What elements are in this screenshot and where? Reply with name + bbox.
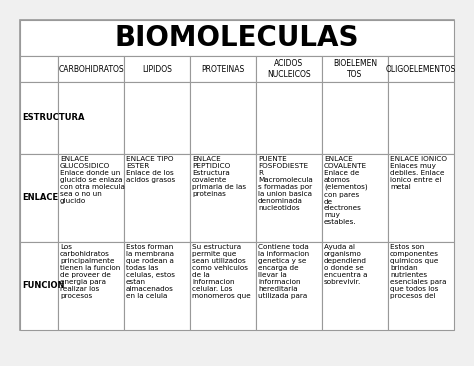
Bar <box>190 82 256 154</box>
Text: LIPIDOS: LIPIDOS <box>142 64 172 74</box>
Bar <box>58 82 124 154</box>
Text: Contiene toda
la informacion
genetica y se
encarga de
llevar la
informacion
here: Contiene toda la informacion genetica y … <box>258 244 309 299</box>
Bar <box>20 20 454 56</box>
Bar <box>124 242 190 330</box>
Bar <box>20 242 58 330</box>
Bar <box>58 56 124 82</box>
Bar <box>58 242 124 330</box>
Text: Su estructura
permite que
sean utilizados
como vehiculos
de la
informacion
celul: Su estructura permite que sean utilizado… <box>192 244 251 299</box>
Bar <box>256 154 322 242</box>
Text: ESTRUCTURA: ESTRUCTURA <box>22 113 84 123</box>
Bar <box>388 154 454 242</box>
Text: BIOMOLECULAS: BIOMOLECULAS <box>115 24 359 52</box>
Bar <box>20 56 58 82</box>
Text: Ayuda al
organismo
dependiend
o donde se
encuentra a
sobrevivir.: Ayuda al organismo dependiend o donde se… <box>324 244 367 285</box>
Bar <box>388 56 454 82</box>
Text: CARBOHIDRATOS: CARBOHIDRATOS <box>58 64 124 74</box>
Text: PROTEINAS: PROTEINAS <box>201 64 245 74</box>
Bar <box>322 154 388 242</box>
Text: ENLACE
COVALENTE
Enlace de
atomos
(elementos)
con pares
de
electrones
muy
establ: ENLACE COVALENTE Enlace de atomos (eleme… <box>324 156 368 225</box>
Text: ENLACE
GLUCOSIDICO
Enlace donde un
glucido se enlaza
con otra molecula
sea o no : ENLACE GLUCOSIDICO Enlace donde un gluci… <box>60 156 125 204</box>
Bar <box>388 242 454 330</box>
Bar <box>190 242 256 330</box>
Text: Los
carbohidratos
principalmente
tienen la funcion
de proveer de
energia para
re: Los carbohidratos principalmente tienen … <box>60 244 120 299</box>
Text: Estos forman
la membrana
que rodean a
todas las
celulas, estos
estan
almacenados: Estos forman la membrana que rodean a to… <box>126 244 175 299</box>
Bar <box>124 82 190 154</box>
Text: ENLACE TIPO
ESTER
Enlace de los
acidos grasos: ENLACE TIPO ESTER Enlace de los acidos g… <box>126 156 175 183</box>
Text: ENLACE: ENLACE <box>22 194 58 202</box>
Text: ENLACE IONICO
Enlaces muy
debiles. Enlace
ionico entre el
metal: ENLACE IONICO Enlaces muy debiles. Enlac… <box>390 156 447 190</box>
Bar <box>322 242 388 330</box>
Text: OLIGOELEMENTOS: OLIGOELEMENTOS <box>386 64 456 74</box>
Bar <box>20 154 58 242</box>
Text: BIOELEMEN
TOS: BIOELEMEN TOS <box>333 59 377 79</box>
Bar <box>190 154 256 242</box>
Bar <box>58 154 124 242</box>
Bar <box>388 82 454 154</box>
Text: PUENTE
FOSFODIESTE
R
Macromolecula
s formadas por
la union basica
denominada
nuc: PUENTE FOSFODIESTE R Macromolecula s for… <box>258 156 313 211</box>
Bar <box>256 82 322 154</box>
Bar <box>322 82 388 154</box>
Text: ACIDOS
NUCLEICOS: ACIDOS NUCLEICOS <box>267 59 311 79</box>
Bar <box>256 242 322 330</box>
Bar <box>256 56 322 82</box>
Bar <box>20 82 58 154</box>
Bar <box>20 20 454 330</box>
Bar <box>190 56 256 82</box>
Bar <box>322 56 388 82</box>
Bar <box>124 56 190 82</box>
Text: ENLACE
PEPTIDICO
Estructura
covalente
primaria de las
proteinas: ENLACE PEPTIDICO Estructura covalente pr… <box>192 156 246 197</box>
Bar <box>124 154 190 242</box>
Text: FUNCION: FUNCION <box>22 281 64 291</box>
Text: Estos son
componentes
quimicos que
brindan
nutrientes
esenciales para
que todos : Estos son componentes quimicos que brind… <box>390 244 447 299</box>
